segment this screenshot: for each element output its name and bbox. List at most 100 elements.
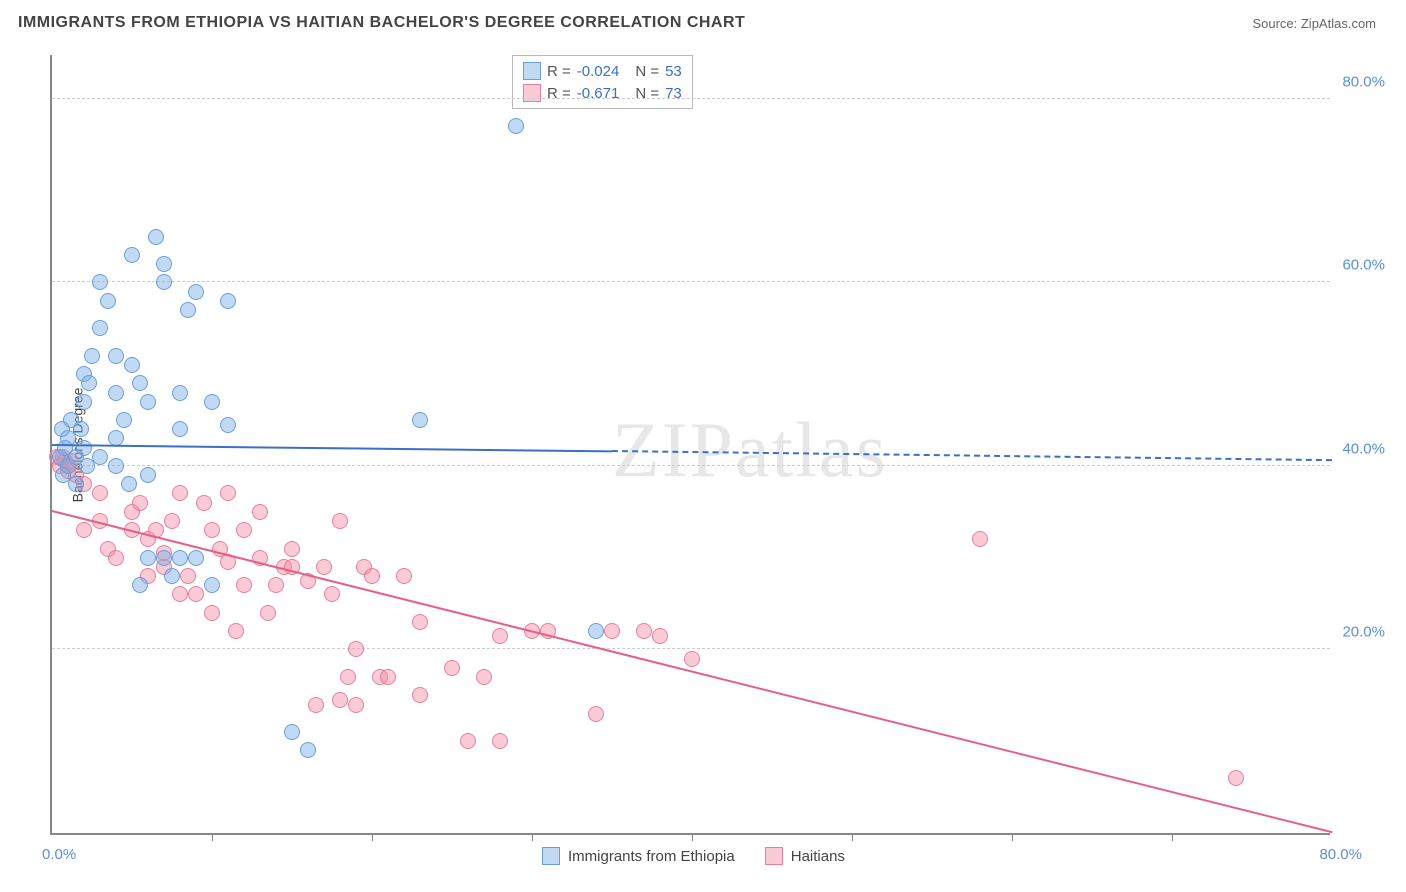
data-point-haitians <box>652 628 668 644</box>
data-point-ethiopia <box>284 724 300 740</box>
data-point-haitians <box>1228 770 1244 786</box>
data-point-ethiopia <box>140 550 156 566</box>
source-label: Source: ZipAtlas.com <box>1252 16 1376 31</box>
gridline <box>52 648 1330 649</box>
data-point-ethiopia <box>81 375 97 391</box>
data-point-ethiopia <box>92 320 108 336</box>
y-tick-label: 60.0% <box>1342 257 1385 274</box>
scatter-chart: Bachelor's Degree ZIPatlas R = -0.024 N … <box>50 55 1370 835</box>
data-point-ethiopia <box>124 357 140 373</box>
data-point-haitians <box>220 485 236 501</box>
data-point-ethiopia <box>588 623 604 639</box>
data-point-ethiopia <box>172 385 188 401</box>
data-point-ethiopia <box>164 568 180 584</box>
x-tick <box>1172 833 1173 841</box>
x-tick <box>212 833 213 841</box>
data-point-haitians <box>412 614 428 630</box>
data-point-ethiopia <box>108 458 124 474</box>
data-point-ethiopia <box>412 412 428 428</box>
data-point-ethiopia <box>92 274 108 290</box>
legend-item-haitians: Haitians <box>765 847 845 865</box>
data-point-haitians <box>164 513 180 529</box>
data-point-haitians <box>236 577 252 593</box>
data-point-ethiopia <box>300 742 316 758</box>
data-point-haitians <box>340 669 356 685</box>
correlation-legend: R = -0.024 N = 53 R = -0.671 N = 73 <box>512 55 693 109</box>
data-point-haitians <box>492 628 508 644</box>
data-point-haitians <box>636 623 652 639</box>
regression-line-ethiopia <box>52 444 612 452</box>
plot-area: ZIPatlas R = -0.024 N = 53 R = -0.671 N … <box>50 55 1330 835</box>
data-point-haitians <box>308 697 324 713</box>
data-point-ethiopia <box>73 421 89 437</box>
data-point-haitians <box>260 605 276 621</box>
x-tick <box>372 833 373 841</box>
data-point-haitians <box>588 706 604 722</box>
data-point-haitians <box>332 692 348 708</box>
data-point-ethiopia <box>156 256 172 272</box>
data-point-ethiopia <box>108 385 124 401</box>
regression-line-haitians <box>52 510 1332 833</box>
data-point-ethiopia <box>68 476 84 492</box>
y-tick-label: 40.0% <box>1342 440 1385 457</box>
regression-line-ethiopia <box>612 450 1332 461</box>
data-point-haitians <box>364 568 380 584</box>
y-tick-label: 20.0% <box>1342 624 1385 641</box>
series-legend: Immigrants from Ethiopia Haitians <box>542 847 845 865</box>
gridline <box>52 98 1330 99</box>
data-point-ethiopia <box>140 394 156 410</box>
data-point-haitians <box>348 641 364 657</box>
x-min-label: 0.0% <box>42 846 76 863</box>
data-point-haitians <box>604 623 620 639</box>
data-point-ethiopia <box>108 348 124 364</box>
data-point-ethiopia <box>188 284 204 300</box>
data-point-haitians <box>180 568 196 584</box>
data-point-ethiopia <box>121 476 137 492</box>
swatch-ethiopia <box>523 62 541 80</box>
swatch-haitians <box>523 84 541 102</box>
legend-item-ethiopia: Immigrants from Ethiopia <box>542 847 735 865</box>
data-point-haitians <box>396 568 412 584</box>
data-point-haitians <box>196 495 212 511</box>
data-point-ethiopia <box>180 302 196 318</box>
data-point-haitians <box>316 559 332 575</box>
data-point-ethiopia <box>79 458 95 474</box>
data-point-haitians <box>204 605 220 621</box>
data-point-haitians <box>188 586 204 602</box>
data-point-haitians <box>172 485 188 501</box>
x-tick <box>1012 833 1013 841</box>
data-point-ethiopia <box>220 417 236 433</box>
data-point-haitians <box>324 586 340 602</box>
legend-row-haitians: R = -0.671 N = 73 <box>523 82 682 104</box>
swatch-haitians-icon <box>765 847 783 865</box>
data-point-ethiopia <box>76 394 92 410</box>
data-point-ethiopia <box>204 577 220 593</box>
data-point-ethiopia <box>172 550 188 566</box>
data-point-ethiopia <box>172 421 188 437</box>
data-point-ethiopia <box>148 229 164 245</box>
data-point-haitians <box>492 733 508 749</box>
chart-title: IMMIGRANTS FROM ETHIOPIA VS HAITIAN BACH… <box>18 14 745 32</box>
data-point-haitians <box>108 550 124 566</box>
gridline <box>52 465 1330 466</box>
x-tick <box>692 833 693 841</box>
data-point-haitians <box>172 586 188 602</box>
data-point-haitians <box>252 504 268 520</box>
data-point-haitians <box>284 541 300 557</box>
x-tick <box>852 833 853 841</box>
data-point-haitians <box>228 623 244 639</box>
data-point-ethiopia <box>116 412 132 428</box>
data-point-haitians <box>236 522 252 538</box>
data-point-haitians <box>76 522 92 538</box>
data-point-ethiopia <box>188 550 204 566</box>
data-point-ethiopia <box>508 118 524 134</box>
x-max-label: 80.0% <box>1319 846 1362 863</box>
data-point-haitians <box>684 651 700 667</box>
data-point-haitians <box>380 669 396 685</box>
data-point-haitians <box>268 577 284 593</box>
data-point-haitians <box>348 697 364 713</box>
data-point-haitians <box>476 669 492 685</box>
gridline <box>52 281 1330 282</box>
y-tick-label: 80.0% <box>1342 73 1385 90</box>
data-point-ethiopia <box>132 577 148 593</box>
